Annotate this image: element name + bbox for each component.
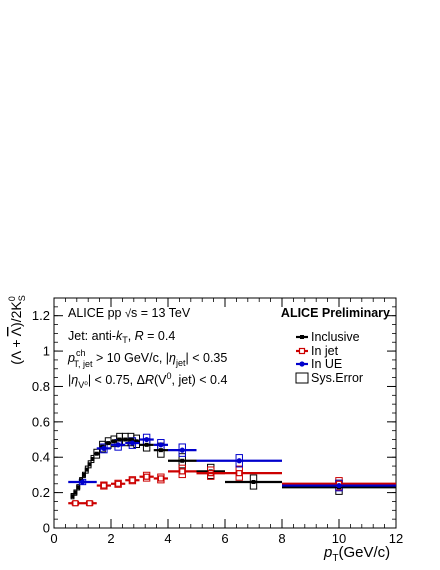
x-axis-title: pT(GeV/c) (323, 544, 390, 564)
x-tick-label: 12 (389, 531, 403, 546)
in-ue-marker (101, 445, 107, 451)
y-tick-label: 1 (43, 344, 50, 359)
legend-entry-in-ue: In UE (296, 357, 342, 371)
in-jet-marker (143, 473, 150, 480)
in-ue-marker (179, 447, 185, 453)
jet-definition-label: Jet: anti-kT, R = 0.4 (68, 329, 175, 345)
y-tick-label: 0.4 (32, 450, 50, 465)
legend-label-in-ue: In UE (311, 357, 342, 371)
legend-entry-sys-error: Sys.Error (295, 371, 363, 385)
x-tick-label: 10 (332, 531, 346, 546)
x-tick-label: 2 (107, 531, 114, 546)
in-ue-marker (115, 442, 121, 448)
inclusive-marker (180, 458, 185, 463)
in-jet-marker (236, 470, 243, 477)
inclusive-marker (106, 441, 111, 446)
y-axis: 0 0.2 0.4 0.6 0.8 1 1.2 (32, 297, 396, 536)
inclusive-marker (251, 480, 256, 484)
x-tick-label: 6 (221, 531, 228, 546)
pt-cut-label: pch T, jet > 10 GeV/c, |ηjet| < 0.35 (67, 348, 227, 369)
x-tick-label: 0 (50, 531, 57, 546)
in-jet-marker (115, 480, 122, 487)
inclusive-marker (111, 439, 116, 444)
legend-entry-inclusive: Inclusive (296, 330, 360, 344)
preliminary-label: ALICE Preliminary (281, 306, 390, 320)
inclusive-marker (70, 494, 75, 499)
inclusive-marker (84, 467, 89, 472)
in-ue-marker (79, 479, 86, 485)
y-tick-label: 1.2 (32, 308, 50, 323)
inclusive-marker (117, 437, 122, 442)
in-jet-marker (179, 468, 186, 475)
y-tick-label: 0.8 (32, 379, 50, 394)
legend-label-inclusive: Inclusive (311, 330, 360, 344)
inclusive-marker (90, 457, 95, 461)
system-label: ALICE pp √s = 13 TeV (68, 306, 191, 320)
in-ue-marker (158, 442, 164, 448)
inclusive-marker (144, 442, 149, 447)
inclusive-marker (94, 451, 99, 456)
inclusive-marker (158, 448, 163, 453)
in-ue-marker (336, 482, 342, 489)
y-tick-label: 0 (43, 521, 50, 536)
legend-label-sys-error: Sys.Error (311, 371, 363, 385)
in-jet-marker (157, 475, 164, 482)
in-jet-marker (72, 500, 79, 507)
y-axis-title: (Λ + Λ)/2K0S (7, 295, 27, 365)
inclusive-marker (87, 462, 92, 467)
svg-text:(Λ + Λ)/2K0S: (Λ + Λ)/2K0S (7, 295, 27, 365)
inclusive-marker (128, 437, 133, 442)
inclusive-marker (134, 439, 139, 444)
in-jet-marker (100, 482, 107, 489)
legend-label-in-jet: In jet (311, 344, 339, 358)
x-axis: 0 2 4 6 8 10 12 (50, 298, 403, 546)
x-tick-label: 8 (278, 531, 285, 546)
inclusive-marker (73, 490, 78, 495)
inclusive-marker (81, 472, 86, 477)
in-jet-marker (129, 477, 136, 484)
eta-cut-label: |ηV⁰| < 0.75, ΔR(V0, jet) < 0.4 (68, 371, 227, 390)
legend: Inclusive In jet In UE Sys.Error (295, 330, 363, 385)
in-jet-marker (86, 500, 93, 507)
data-points (68, 436, 396, 507)
in-ue-marker (144, 436, 150, 443)
inclusive-marker (123, 437, 128, 442)
legend-entry-in-jet: In jet (296, 344, 339, 358)
y-tick-label: 0.2 (32, 485, 50, 500)
inclusive-marker (76, 485, 81, 490)
in-ue-marker (129, 440, 135, 446)
y-tick-label: 0.6 (32, 414, 50, 429)
in-ue-marker (236, 458, 242, 464)
x-tick-label: 4 (164, 531, 171, 546)
